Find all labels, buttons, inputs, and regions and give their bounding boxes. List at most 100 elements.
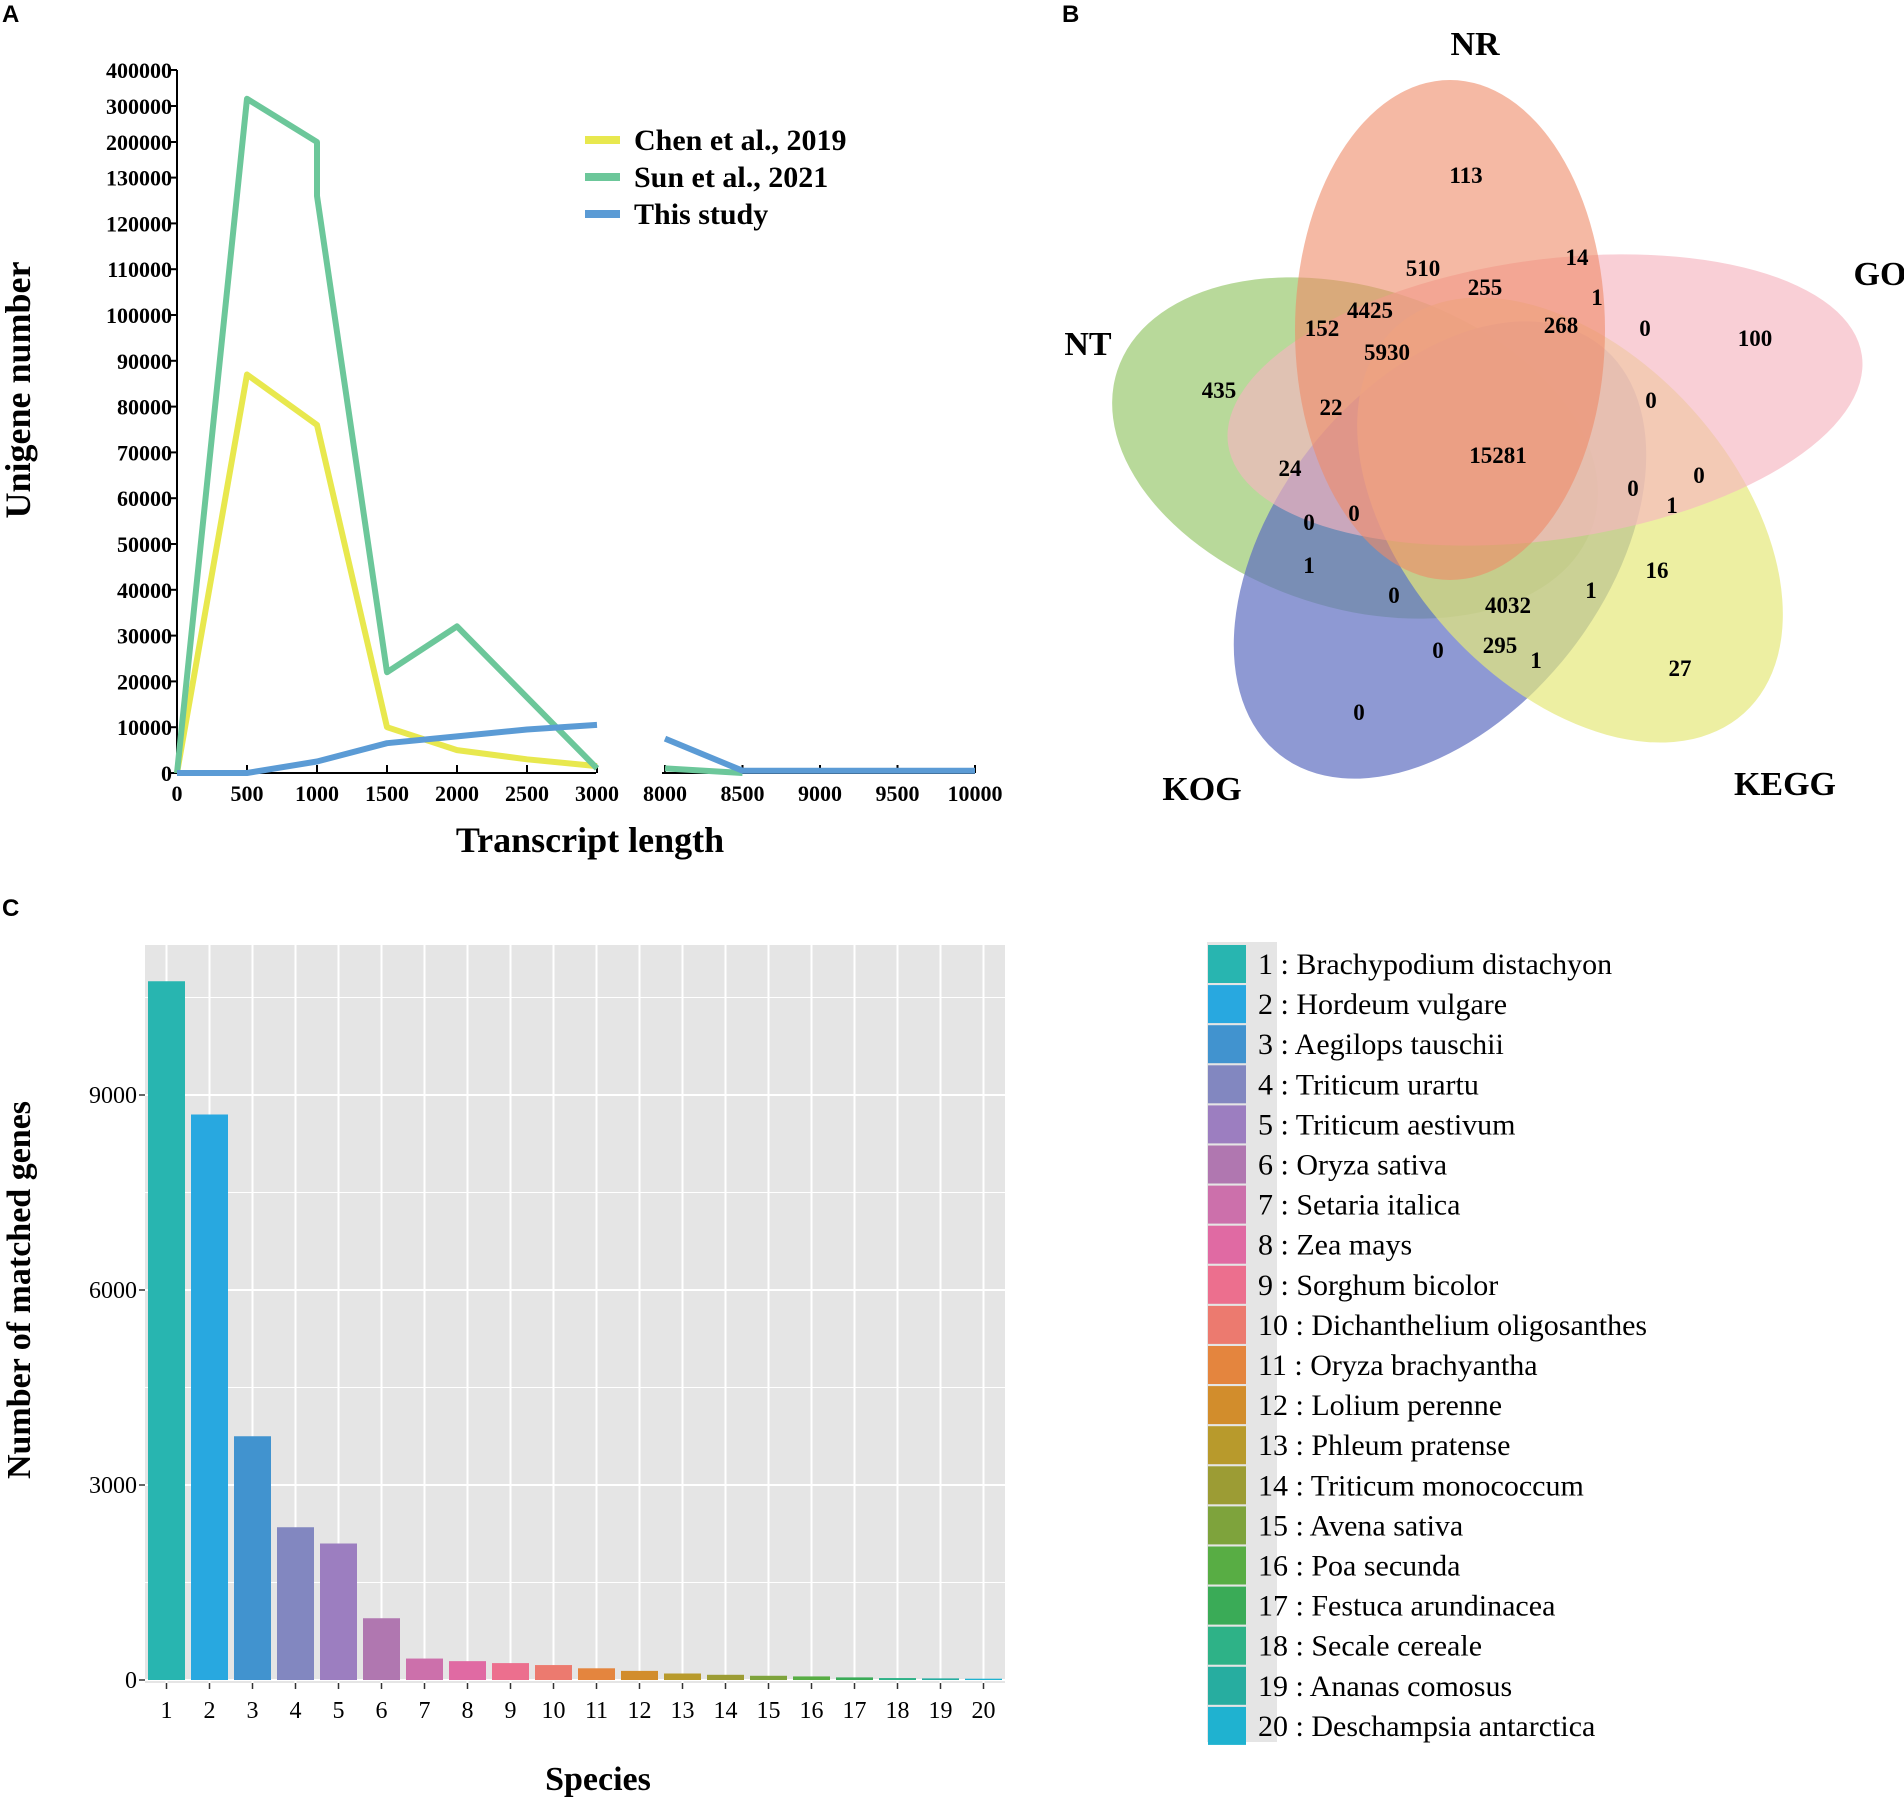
line-chart-ylabel: Unigene number: [0, 261, 38, 518]
legend-label: Chen et al., 2019: [634, 124, 847, 157]
x-tick-label: 5: [333, 1698, 345, 1724]
legend-label: 8 : Zea mays: [1258, 1229, 1412, 1262]
legend-label: 5 : Triticum aestivum: [1258, 1108, 1516, 1141]
legend-swatch: [1208, 1346, 1246, 1384]
bar-12: [621, 1670, 658, 1680]
legend-swatch: [1208, 1706, 1246, 1745]
venn-count: 4032: [1485, 593, 1531, 618]
legend-swatch: [1208, 945, 1246, 983]
legend-label: 13 : Phleum pratense: [1258, 1429, 1510, 1462]
series-line-2: [174, 95, 600, 774]
venn-count: 15281: [1469, 443, 1527, 468]
y-tick-label: 90000: [117, 349, 172, 374]
y-tick-label: 3000: [89, 1473, 137, 1499]
venn-count: 1: [1530, 648, 1542, 673]
legend-swatch: [1208, 1305, 1246, 1344]
venn-count: 0: [1627, 476, 1639, 501]
venn-count: 24: [1279, 456, 1303, 481]
line-chart-axes: 0 500 1000 1500 2000 2500 3000 8000 8500 9000 9500…: [106, 58, 1003, 806]
legend-label: This study: [634, 198, 768, 231]
venn-count: 5930: [1364, 340, 1410, 365]
bar-1: [148, 981, 185, 1680]
venn-label-kog: KOG: [1162, 771, 1241, 808]
bar-chart-legend: 1 : Brachypodium distachyon 2 : Hordeum v…: [1208, 945, 1647, 1745]
line-chart-xlabel: Transcript length: [456, 820, 724, 860]
bar-13: [664, 1673, 701, 1680]
venn-label-go: GO: [1854, 256, 1904, 293]
legend-label: 12 : Lolium perenne: [1258, 1389, 1502, 1422]
y-tick-label: 10000: [117, 715, 172, 740]
x-tick-label: 8500: [721, 781, 765, 806]
y-tick-label: 300000: [106, 94, 172, 119]
venn-count: 295: [1483, 633, 1518, 658]
x-tick-label: 13: [671, 1698, 695, 1724]
x-tick-label: 4: [290, 1698, 302, 1724]
y-tick-label: 60000: [117, 486, 172, 511]
y-tick-label: 130000: [106, 166, 172, 191]
bar-17: [836, 1677, 873, 1680]
x-tick-label: 12: [628, 1698, 652, 1724]
bar-chart-bars: [148, 981, 1002, 1680]
legend-swatch: [1208, 1666, 1246, 1705]
bar-chart-axes: 1 2 3 4 5 6 7 8 9 10 11 12 13 14 15 16 17 18 19 20030006000…: [89, 1083, 996, 1724]
legend-swatch: [1208, 1265, 1246, 1304]
legend-swatch: [1208, 1466, 1246, 1505]
x-tick-label: 3000: [575, 781, 619, 806]
panel-c: C 1 2 3 4 5 6 7 8 9 10 11 12 13 14 15 16 17 18 19 200300060…: [1, 895, 1647, 1798]
bar-14: [707, 1674, 744, 1680]
x-tick-label: 17: [843, 1698, 867, 1724]
legend-label: 14 : Triticum monococcum: [1258, 1469, 1584, 1502]
bar-chart-plot-area: [145, 945, 1005, 1683]
venn-count: 22: [1320, 395, 1343, 420]
panel-label-a: A: [2, 1, 19, 28]
y-tick-label: 0: [161, 761, 172, 786]
x-tick-label: 1: [161, 1698, 173, 1724]
x-tick-label: 6: [376, 1698, 388, 1724]
x-tick-label: 19: [929, 1698, 953, 1724]
panel-label-c: C: [2, 895, 19, 922]
legend-label: 9 : Sorghum bicolor: [1258, 1269, 1498, 1302]
x-tick-label: 7: [419, 1698, 431, 1724]
line-chart-series: [174, 95, 975, 776]
y-tick-label: 80000: [117, 395, 172, 420]
y-tick-label: 9000: [89, 1083, 137, 1109]
y-tick-label: 110000: [107, 257, 172, 282]
legend-swatch: [1208, 985, 1246, 1024]
legend-swatch: [1208, 1386, 1246, 1425]
venn-count: 0: [1432, 638, 1444, 663]
x-tick-label: 8: [462, 1698, 474, 1724]
y-tick-label: 120000: [106, 211, 172, 236]
y-tick-label: 50000: [117, 532, 172, 557]
legend-label: 3 : Aegilops tauschii: [1258, 1028, 1504, 1061]
venn-count: 27: [1669, 656, 1692, 681]
venn-label-nt: NT: [1064, 326, 1112, 363]
venn-count: 113: [1449, 163, 1482, 188]
bar-16: [793, 1676, 830, 1680]
legend-swatch: [1208, 1145, 1246, 1184]
legend-label: 6 : Oryza sativa: [1258, 1149, 1447, 1182]
legend-swatch: [1208, 1065, 1246, 1104]
legend-swatch: [1208, 1506, 1246, 1545]
panel-a: A 0 500 1000 1500 2000 2500 3000 8000 8500 9000 95…: [0, 1, 1003, 860]
x-tick-label: 9: [505, 1698, 517, 1724]
venn-count: 4425: [1347, 298, 1393, 323]
venn-count: 0: [1303, 510, 1315, 535]
venn-count: 1: [1585, 578, 1597, 603]
legend-label: 18 : Secale cereale: [1258, 1630, 1482, 1663]
x-tick-label: 10: [542, 1698, 566, 1724]
venn-label-nr: NR: [1450, 26, 1500, 63]
venn-label-kegg: KEGG: [1734, 766, 1836, 803]
y-tick-label: 70000: [117, 440, 172, 465]
series-line-1: [174, 371, 598, 774]
legend-swatch: [1208, 1586, 1246, 1625]
x-tick-label: 2: [204, 1698, 216, 1724]
venn-count: 152: [1305, 316, 1340, 341]
legend-label: 1 : Brachypodium distachyon: [1258, 948, 1612, 981]
series-line-3: [177, 721, 598, 776]
y-tick-label: 200000: [106, 130, 172, 155]
venn-count: 0: [1645, 388, 1657, 413]
legend-swatch: [1208, 1546, 1246, 1585]
y-tick-label: 400000: [106, 58, 172, 83]
venn-count: 14: [1566, 245, 1590, 270]
